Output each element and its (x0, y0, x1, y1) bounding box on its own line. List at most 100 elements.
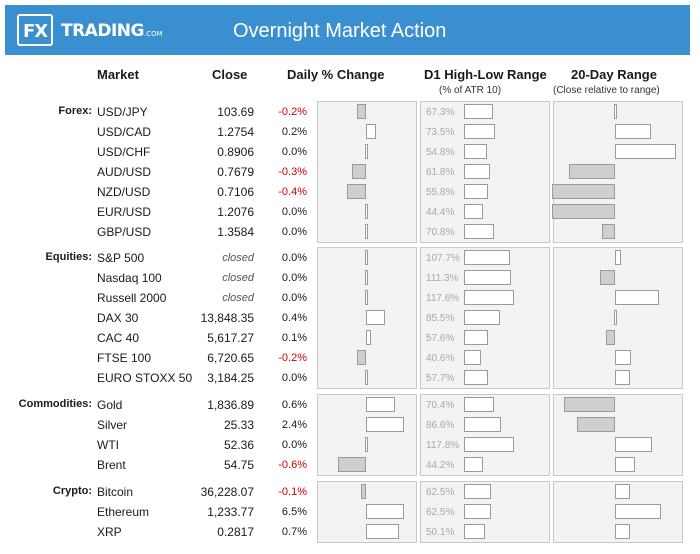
brand-logo-icon: FX (17, 14, 53, 46)
range-atr-value: 50.1% (426, 527, 455, 538)
table-row: USD/CHF 0.8906 0.0% 54.8% (0, 143, 700, 163)
col-header-close: Close (212, 67, 248, 82)
daily-change-bar (365, 224, 368, 239)
range-bar (464, 484, 491, 499)
daily-change-value: -0.2% (278, 106, 307, 118)
twenty-day-bar (615, 457, 635, 472)
instrument-name: Silver (97, 418, 128, 432)
close-value: 54.75 (223, 458, 254, 472)
range-bar (464, 397, 494, 412)
daily-change-bar (337, 457, 366, 472)
close-value: closed (222, 272, 254, 284)
range-bar (464, 417, 501, 432)
daily-change-value: 0.0% (281, 292, 307, 304)
range-bar (464, 164, 491, 179)
instrument-name: EURO STOXX 50 (97, 371, 193, 385)
range-atr-value: 86.6% (426, 420, 455, 431)
brand-fx: FX (23, 21, 48, 42)
range-bar (464, 437, 514, 452)
table-row: Nasdaq 100 closed 0.0% 111.3% (0, 269, 700, 289)
daily-change-value: 0.0% (281, 372, 307, 384)
twenty-day-bar (600, 270, 615, 285)
twenty-day-bar (615, 250, 622, 265)
table-row: CAC 40 5,617.27 0.1% 57.6% (0, 329, 700, 349)
daily-change-bar (356, 104, 366, 119)
daily-change-value: 6.5% (281, 506, 307, 518)
range-atr-value: 70.4% (426, 400, 455, 411)
close-value: 3,184.25 (207, 371, 254, 385)
col-header-daily-change: Daily % Change (287, 67, 385, 82)
range-atr-value: 57.6% (426, 333, 455, 344)
range-atr-value: 117.6% (426, 293, 460, 304)
range-atr-value: 62.5% (426, 507, 455, 518)
section-label: Commodities: (18, 398, 92, 410)
col-subheader-range: (% of ATR 10) (439, 85, 502, 96)
close-value: 103.69 (217, 105, 254, 119)
page-title: Overnight Market Action (233, 20, 447, 42)
instrument-name: GBP/USD (97, 225, 152, 239)
daily-change-value: -0.2% (278, 352, 307, 364)
table-row: FTSE 100 6,720.65 -0.2% 40.6% (0, 349, 700, 369)
instrument-name: Ethereum (97, 505, 150, 519)
range-atr-value: 40.6% (426, 353, 455, 364)
table-row: NZD/USD 0.7106 -0.4% 55.8% (0, 183, 700, 203)
daily-change-value: -0.1% (278, 486, 307, 498)
daily-change-value: 0.0% (281, 272, 307, 284)
range-atr-value: 44.2% (426, 460, 455, 471)
daily-change-bar (365, 437, 368, 452)
twenty-day-bar (602, 224, 615, 239)
daily-change-bar (365, 370, 368, 385)
range-atr-value: 70.8% (426, 227, 455, 238)
table-row: WTI 52.36 0.0% 117.8% (0, 436, 700, 456)
close-value: 5,617.27 (207, 331, 254, 345)
twenty-day-bar (615, 350, 631, 365)
twenty-day-panel (553, 247, 683, 389)
table-row: Russell 2000 closed 0.0% 117.6% (0, 289, 700, 309)
instrument-name: NZD/USD (97, 185, 151, 199)
twenty-day-bar (568, 164, 615, 179)
twenty-day-bar (577, 417, 615, 432)
twenty-day-bar (615, 144, 676, 159)
section-label: Equities: (45, 251, 92, 263)
instrument-name: USD/CAD (97, 125, 152, 139)
twenty-day-bar (614, 310, 617, 325)
daily-change-bar (366, 124, 376, 139)
range-atr-value: 73.5% (426, 127, 455, 138)
instrument-name: DAX 30 (97, 311, 139, 325)
daily-change-value: -0.3% (278, 166, 307, 178)
daily-change-bar (366, 524, 400, 539)
close-value: 1.3584 (217, 225, 254, 239)
daily-change-bar (365, 290, 368, 305)
range-atr-value: 85.5% (426, 313, 455, 324)
table-row: S&P 500 closed 0.0% 107.7% (0, 249, 700, 269)
close-value: closed (222, 292, 254, 304)
daily-change-bar (366, 417, 404, 432)
table-row: Brent 54.75 -0.6% 44.2% (0, 456, 700, 476)
twenty-day-bar (552, 204, 615, 219)
daily-change-value: 0.6% (281, 399, 307, 411)
brand-name-text: TRADING (61, 21, 144, 41)
daily-change-bar (365, 270, 368, 285)
table-row: USD/CAD 1.2754 0.2% 73.5% (0, 123, 700, 143)
twenty-day-bar (615, 484, 630, 499)
instrument-name: Gold (97, 398, 123, 412)
range-atr-value: 54.8% (426, 147, 455, 158)
daily-change-bar (365, 250, 368, 265)
table-row: Gold 1,836.89 0.6% 70.4% (0, 396, 700, 416)
daily-change-bar (365, 144, 368, 159)
col-header-20day: 20-Day Range (571, 67, 657, 82)
range-bar (464, 204, 483, 219)
daily-change-panel (317, 101, 417, 243)
header-banner: FX TRADING.COM Overnight Market Action (5, 5, 690, 55)
instrument-name: USD/CHF (97, 145, 151, 159)
daily-change-value: 0.0% (281, 226, 307, 238)
table-row: DAX 30 13,848.35 0.4% 85.5% (0, 309, 700, 329)
close-value: 1,836.89 (207, 398, 254, 412)
instrument-name: Russell 2000 (97, 291, 167, 305)
close-value: 25.33 (223, 418, 254, 432)
daily-change-value: 0.0% (281, 146, 307, 158)
brand-suffix: .COM (143, 30, 163, 38)
table-row: USD/JPY 103.69 -0.2% 67.3% (0, 103, 700, 123)
close-value: 1.2754 (217, 125, 254, 139)
table-row: Ethereum 1,233.77 6.5% 62.5% (0, 503, 700, 523)
